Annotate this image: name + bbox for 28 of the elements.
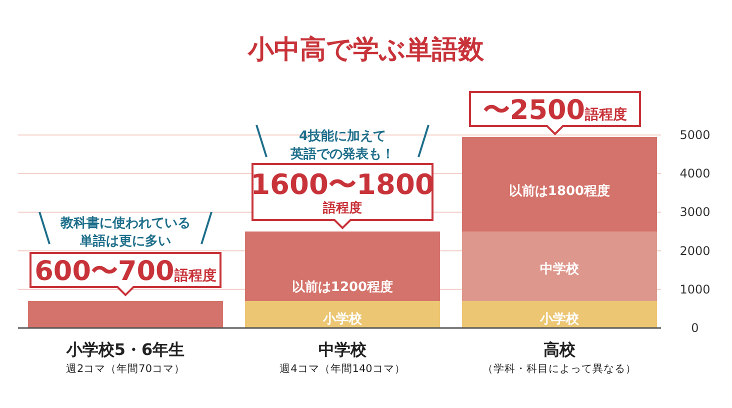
y-tick-label: 2000	[680, 244, 710, 258]
annotation: 以前は1800程度	[508, 183, 610, 199]
bar	[462, 300, 657, 328]
text: （学科・科目によって異なる）	[482, 363, 636, 375]
annotation: 600〜700語程度	[34, 256, 216, 287]
annotation: 教科書に使われている	[60, 216, 190, 231]
y-tick-label: 4000	[680, 166, 710, 181]
annotation: 英語での発表も！	[290, 146, 394, 162]
bar	[462, 232, 657, 301]
annotation: 小学校	[322, 311, 363, 327]
text: 週4コマ（年間140コマ）	[280, 363, 406, 375]
y-tick-label: 3000	[680, 205, 710, 220]
x-tick-label: 高校	[544, 340, 576, 359]
annotation: 小学校	[539, 311, 580, 327]
annotation: 単語は更に多い	[79, 233, 171, 249]
bar	[245, 300, 440, 328]
chart-title: 小中高で学ぶ単語数	[247, 35, 485, 65]
y-tick-label: 0	[691, 321, 699, 335]
annotation: 以前は1200程度	[292, 279, 394, 295]
annotation: 1600〜1800 語程度	[250, 168, 434, 216]
y-tick-label: 5000	[680, 128, 710, 142]
x-tick-label: 中学校	[318, 340, 368, 359]
y-tick-label: 1000	[680, 282, 710, 296]
text: 週2コマ（年間70コマ）	[66, 363, 186, 375]
annotation: 中学校	[540, 261, 580, 277]
text: 〜2500語程度	[482, 95, 628, 126]
annotation: 4技能に加えて	[298, 128, 386, 144]
x-tick-label: 小学校5・6年生	[65, 340, 185, 359]
